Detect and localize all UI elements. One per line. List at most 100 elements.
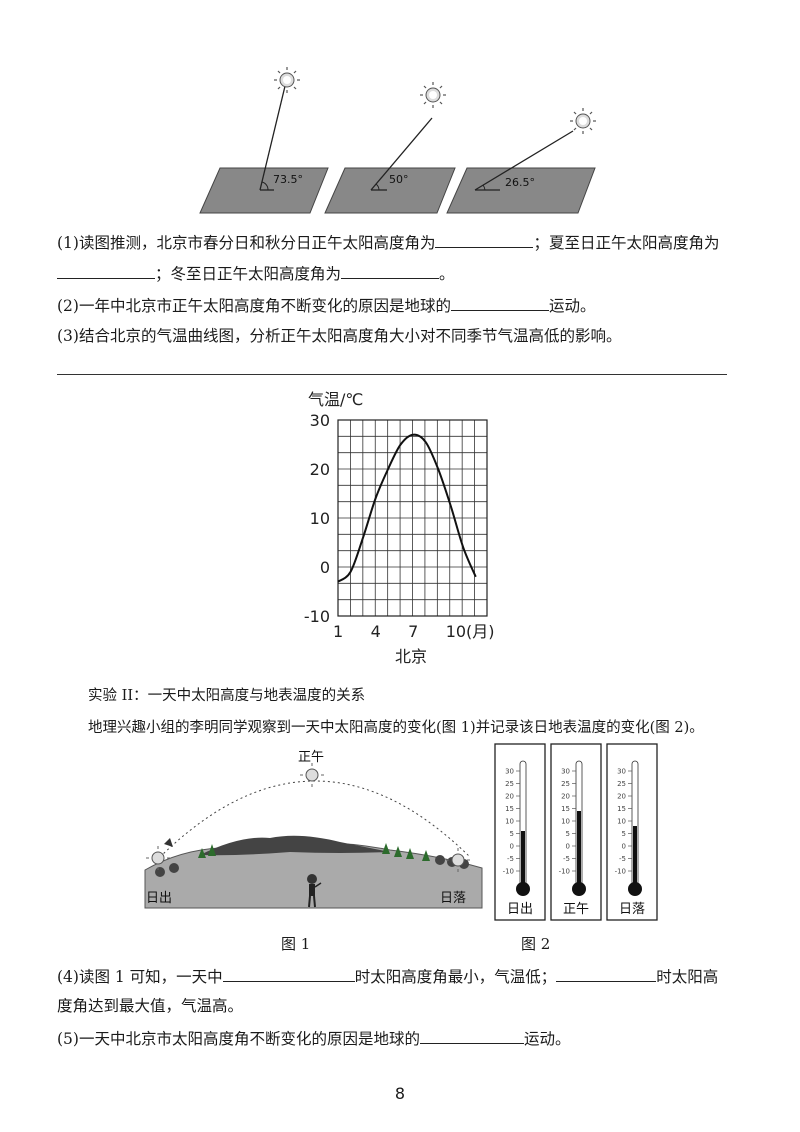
question-5: (5)一天中北京市太阳高度角不断变化的原因是地球的 运动。 xyxy=(57,1028,570,1049)
x-tick-label: 7 xyxy=(408,622,418,641)
temperature-chart: 30 20 10 0 -101 4 7 10(月) 气温/℃ 北京 xyxy=(304,390,495,666)
scale-label: 15 xyxy=(617,805,626,813)
y-tick-label: 10 xyxy=(310,509,330,528)
question-4-line-2: 度角达到最大值，气温高。 xyxy=(57,997,244,1015)
question-1-line-1: (1)读图推测，北京市春分日和秋分日正午太阳高度角为 ；夏至日正午太阳高度角为 xyxy=(57,232,719,253)
thermometer-label: 正午 xyxy=(563,902,589,917)
y-tick-label: 0 xyxy=(320,558,330,577)
sun-icon xyxy=(146,846,170,870)
sun-angle-figure: 73.5° 50° 26.5° xyxy=(199,67,596,214)
chart-grid xyxy=(337,419,488,617)
page-number: 8 xyxy=(394,1084,406,1103)
scale-label: -5 xyxy=(619,855,626,863)
question-1-text-d: 。 xyxy=(439,265,455,283)
thermometer: 30 25 20 15 10 5 0 -5 -10 日出 xyxy=(494,743,546,921)
scale-label: 20 xyxy=(505,793,514,801)
figure-1-caption: 图 1 xyxy=(281,935,311,953)
scale-label: 15 xyxy=(505,805,514,813)
mercury-column xyxy=(577,811,581,888)
x-axis-label: 北京 xyxy=(395,647,427,666)
chart-frame xyxy=(337,419,488,617)
ground-plane-2 xyxy=(324,167,456,214)
sun-path-figure: 正午 日出 日落 xyxy=(144,750,483,909)
answer-blank[interactable] xyxy=(419,1028,524,1044)
question-3: (3)结合北京的气温曲线图，分析正午太阳高度角大小对不同季节气温高低的影响。 xyxy=(57,327,622,345)
ground-plane-3 xyxy=(446,167,596,214)
answer-blank[interactable] xyxy=(57,263,155,279)
scale-label: 15 xyxy=(561,805,570,813)
thermometer-label: 日落 xyxy=(619,902,645,917)
thermometer-bulb xyxy=(628,882,642,896)
answer-blank[interactable] xyxy=(341,263,440,279)
question-1-text-b: ；夏至日正午太阳高度角为 xyxy=(533,234,720,252)
scale-label: -5 xyxy=(563,855,570,863)
answer-line[interactable] xyxy=(57,374,727,375)
scale-label: 25 xyxy=(617,780,626,788)
temperature-series-line xyxy=(337,433,477,583)
experiment-description: 地理兴趣小组的李明同学观察到一天中太阳高度的变化(图 1)并记录该日地表温度的变… xyxy=(88,720,704,736)
question-1-line-2: ；冬至日正午太阳高度角为 。 xyxy=(57,263,455,284)
sunrise-label: 日出 xyxy=(146,891,172,906)
question-2-text-a: (2)一年中北京市正午太阳高度角不断变化的原因是地球的 xyxy=(57,297,451,315)
scale-label: 5 xyxy=(566,830,570,838)
angle-label-2: 50° xyxy=(389,173,409,186)
thermometer-label: 日出 xyxy=(507,902,533,917)
scale-label: -10 xyxy=(615,868,626,876)
question-2-text-b: 运动。 xyxy=(548,297,596,315)
scale-label: 25 xyxy=(505,780,514,788)
x-tick-label: 1 xyxy=(333,622,343,641)
mercury-column xyxy=(633,826,637,888)
thermometer: 30 25 20 15 10 5 0 -5 -10 正午 xyxy=(550,743,602,921)
thermometer-bulb xyxy=(516,882,530,896)
scale-label: -5 xyxy=(507,855,514,863)
scale-label: 0 xyxy=(566,843,570,851)
thermometer: 30 25 20 15 10 5 0 -5 -10 日落 xyxy=(606,743,658,921)
scale-label: 30 xyxy=(505,768,514,776)
scale-label: 5 xyxy=(510,830,514,838)
scale-label: 10 xyxy=(505,818,514,826)
question-4-text-a: (4)读图 1 可知，一天中 xyxy=(57,968,223,986)
noon-label: 正午 xyxy=(298,750,324,765)
question-4-text-c: 时太阳高 xyxy=(656,968,719,986)
scale-label: 20 xyxy=(617,793,626,801)
question-2: (2)一年中北京市正午太阳高度角不断变化的原因是地球的 运动。 xyxy=(57,295,595,316)
person-icon xyxy=(307,874,322,908)
scale-label: 10 xyxy=(617,818,626,826)
question-1-text-a: (1)读图推测，北京市春分日和秋分日正午太阳高度角为 xyxy=(57,234,436,252)
angle-label-3: 26.5° xyxy=(505,176,535,189)
answer-blank[interactable] xyxy=(450,295,549,311)
y-axis-label: 气温/℃ xyxy=(308,390,363,409)
sunset-label: 日落 xyxy=(440,891,466,906)
answer-blank[interactable] xyxy=(222,966,355,982)
x-tick-label: 10(月) xyxy=(446,622,495,641)
sun-icon xyxy=(420,82,446,108)
y-tick-label: 20 xyxy=(310,460,330,479)
scale-label: 0 xyxy=(510,843,514,851)
question-4-text-b: 时太阳高度角最小，气温低； xyxy=(354,968,557,986)
figure-2-caption: 图 2 xyxy=(521,935,551,953)
question-1-text-c: ；冬至日正午太阳高度角为 xyxy=(155,265,342,283)
scale-label: 20 xyxy=(561,793,570,801)
experiment-title: 实验 II：一天中太阳高度与地表温度的关系 xyxy=(88,688,366,704)
sun-icon xyxy=(570,108,596,134)
thermometer-figure: 30 25 20 15 10 5 0 -5 -10 日出 30 25 20 15 10 5 0 -5 -10 正午 30… xyxy=(494,743,658,921)
scale-label: 5 xyxy=(622,830,626,838)
y-tick-label: -10 xyxy=(304,607,330,626)
x-tick-label: 4 xyxy=(371,622,381,641)
scale-label: 30 xyxy=(617,768,626,776)
sun-icon xyxy=(446,848,470,872)
answer-blank[interactable] xyxy=(556,966,657,982)
question-5-text-a: (5)一天中北京市太阳高度角不断变化的原因是地球的 xyxy=(57,1030,420,1048)
scale-label: 30 xyxy=(561,768,570,776)
answer-blank[interactable] xyxy=(435,232,534,248)
thermometer-bulb xyxy=(572,882,586,896)
sun-icon xyxy=(274,67,300,93)
sun-icon xyxy=(300,763,324,787)
scale-label: -10 xyxy=(503,868,514,876)
mercury-column xyxy=(521,831,525,888)
scale-label: 10 xyxy=(561,818,570,826)
scale-label: -10 xyxy=(559,868,570,876)
y-tick-label: 30 xyxy=(310,411,330,430)
question-5-text-b: 运动。 xyxy=(523,1030,571,1048)
question-4-line-1: (4)读图 1 可知，一天中 时太阳高度角最小，气温低； 时太阳高 xyxy=(57,966,718,987)
